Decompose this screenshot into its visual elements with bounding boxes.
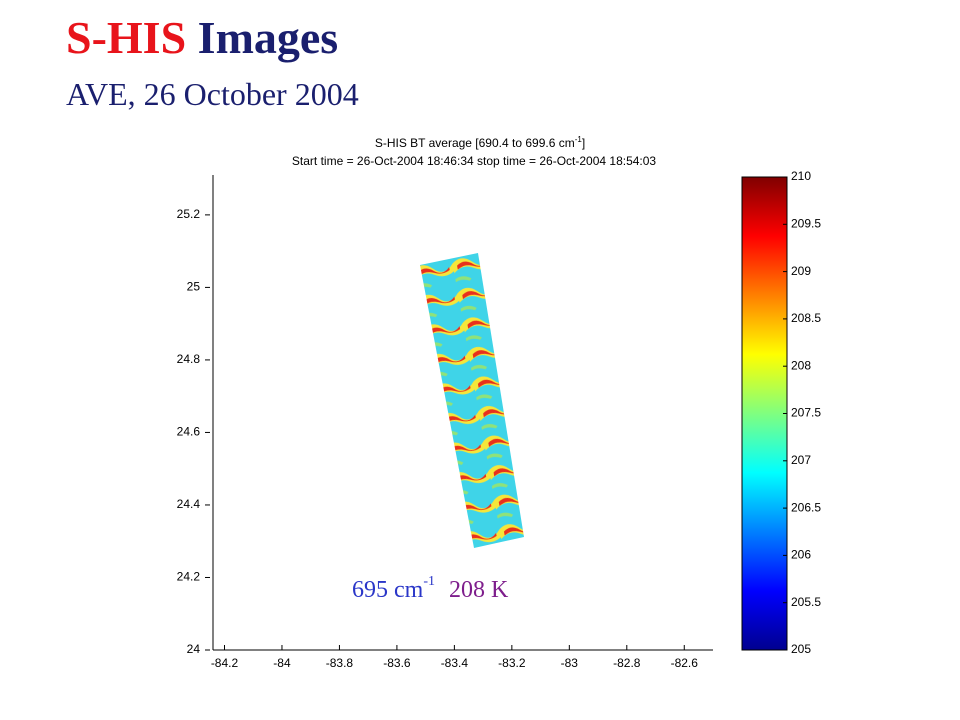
swath-image [420,253,524,548]
y-tick-label: 25.2 [177,207,201,221]
slide-subtitle: AVE, 26 October 2004 [66,76,359,112]
annotation: 695 cm-1 208 K [352,574,509,602]
chart-subtitle: Start time = 26-Oct-2004 18:46:34 stop t… [292,154,657,168]
x-tick-label: -84 [273,656,291,670]
colorbar-tick-label: 208 [791,358,811,372]
x-tick-label: -83.6 [383,656,411,670]
colorbar-tick-label: 205 [791,642,811,656]
y-tick-label: 24.6 [177,425,201,439]
slide-title: S-HIS Images [66,10,338,66]
x-tick-label: -82.8 [613,656,641,670]
x-tick-label: -84.2 [211,656,239,670]
y-tick-label: 25 [187,280,201,294]
colorbar-tick-label: 206 [791,548,811,562]
x-tick-label: -83.4 [441,656,469,670]
y-tick-label: 24.8 [177,352,201,366]
chart-title: S-HIS BT average [690.4 to 699.6 cm-1] [375,135,585,150]
colorbar-tick-label: 207 [791,453,811,467]
y-tick-label: 24 [187,642,201,656]
colorbar-tick-label: 206.5 [791,500,821,514]
title-rest: Images [197,12,339,63]
title-highlight: S-HIS [66,12,187,63]
x-tick-label: -83.8 [326,656,354,670]
colorbar-tick-label: 207.5 [791,406,821,420]
y-tick-label: 24.4 [177,497,201,511]
y-tick-label: 24.2 [177,570,201,584]
colorbar-tick-label: 210 [791,169,811,183]
colorbar-tick-label: 209 [791,264,811,278]
x-tick-label: -83 [561,656,579,670]
colorbar-tick-label: 205.5 [791,595,821,609]
colorbar-tick-label: 209.5 [791,216,821,230]
colorbar [741,176,788,651]
x-tick-label: -83.2 [498,656,526,670]
colorbar-tick-label: 208.5 [791,311,821,325]
x-tick-label: -82.6 [671,656,699,670]
